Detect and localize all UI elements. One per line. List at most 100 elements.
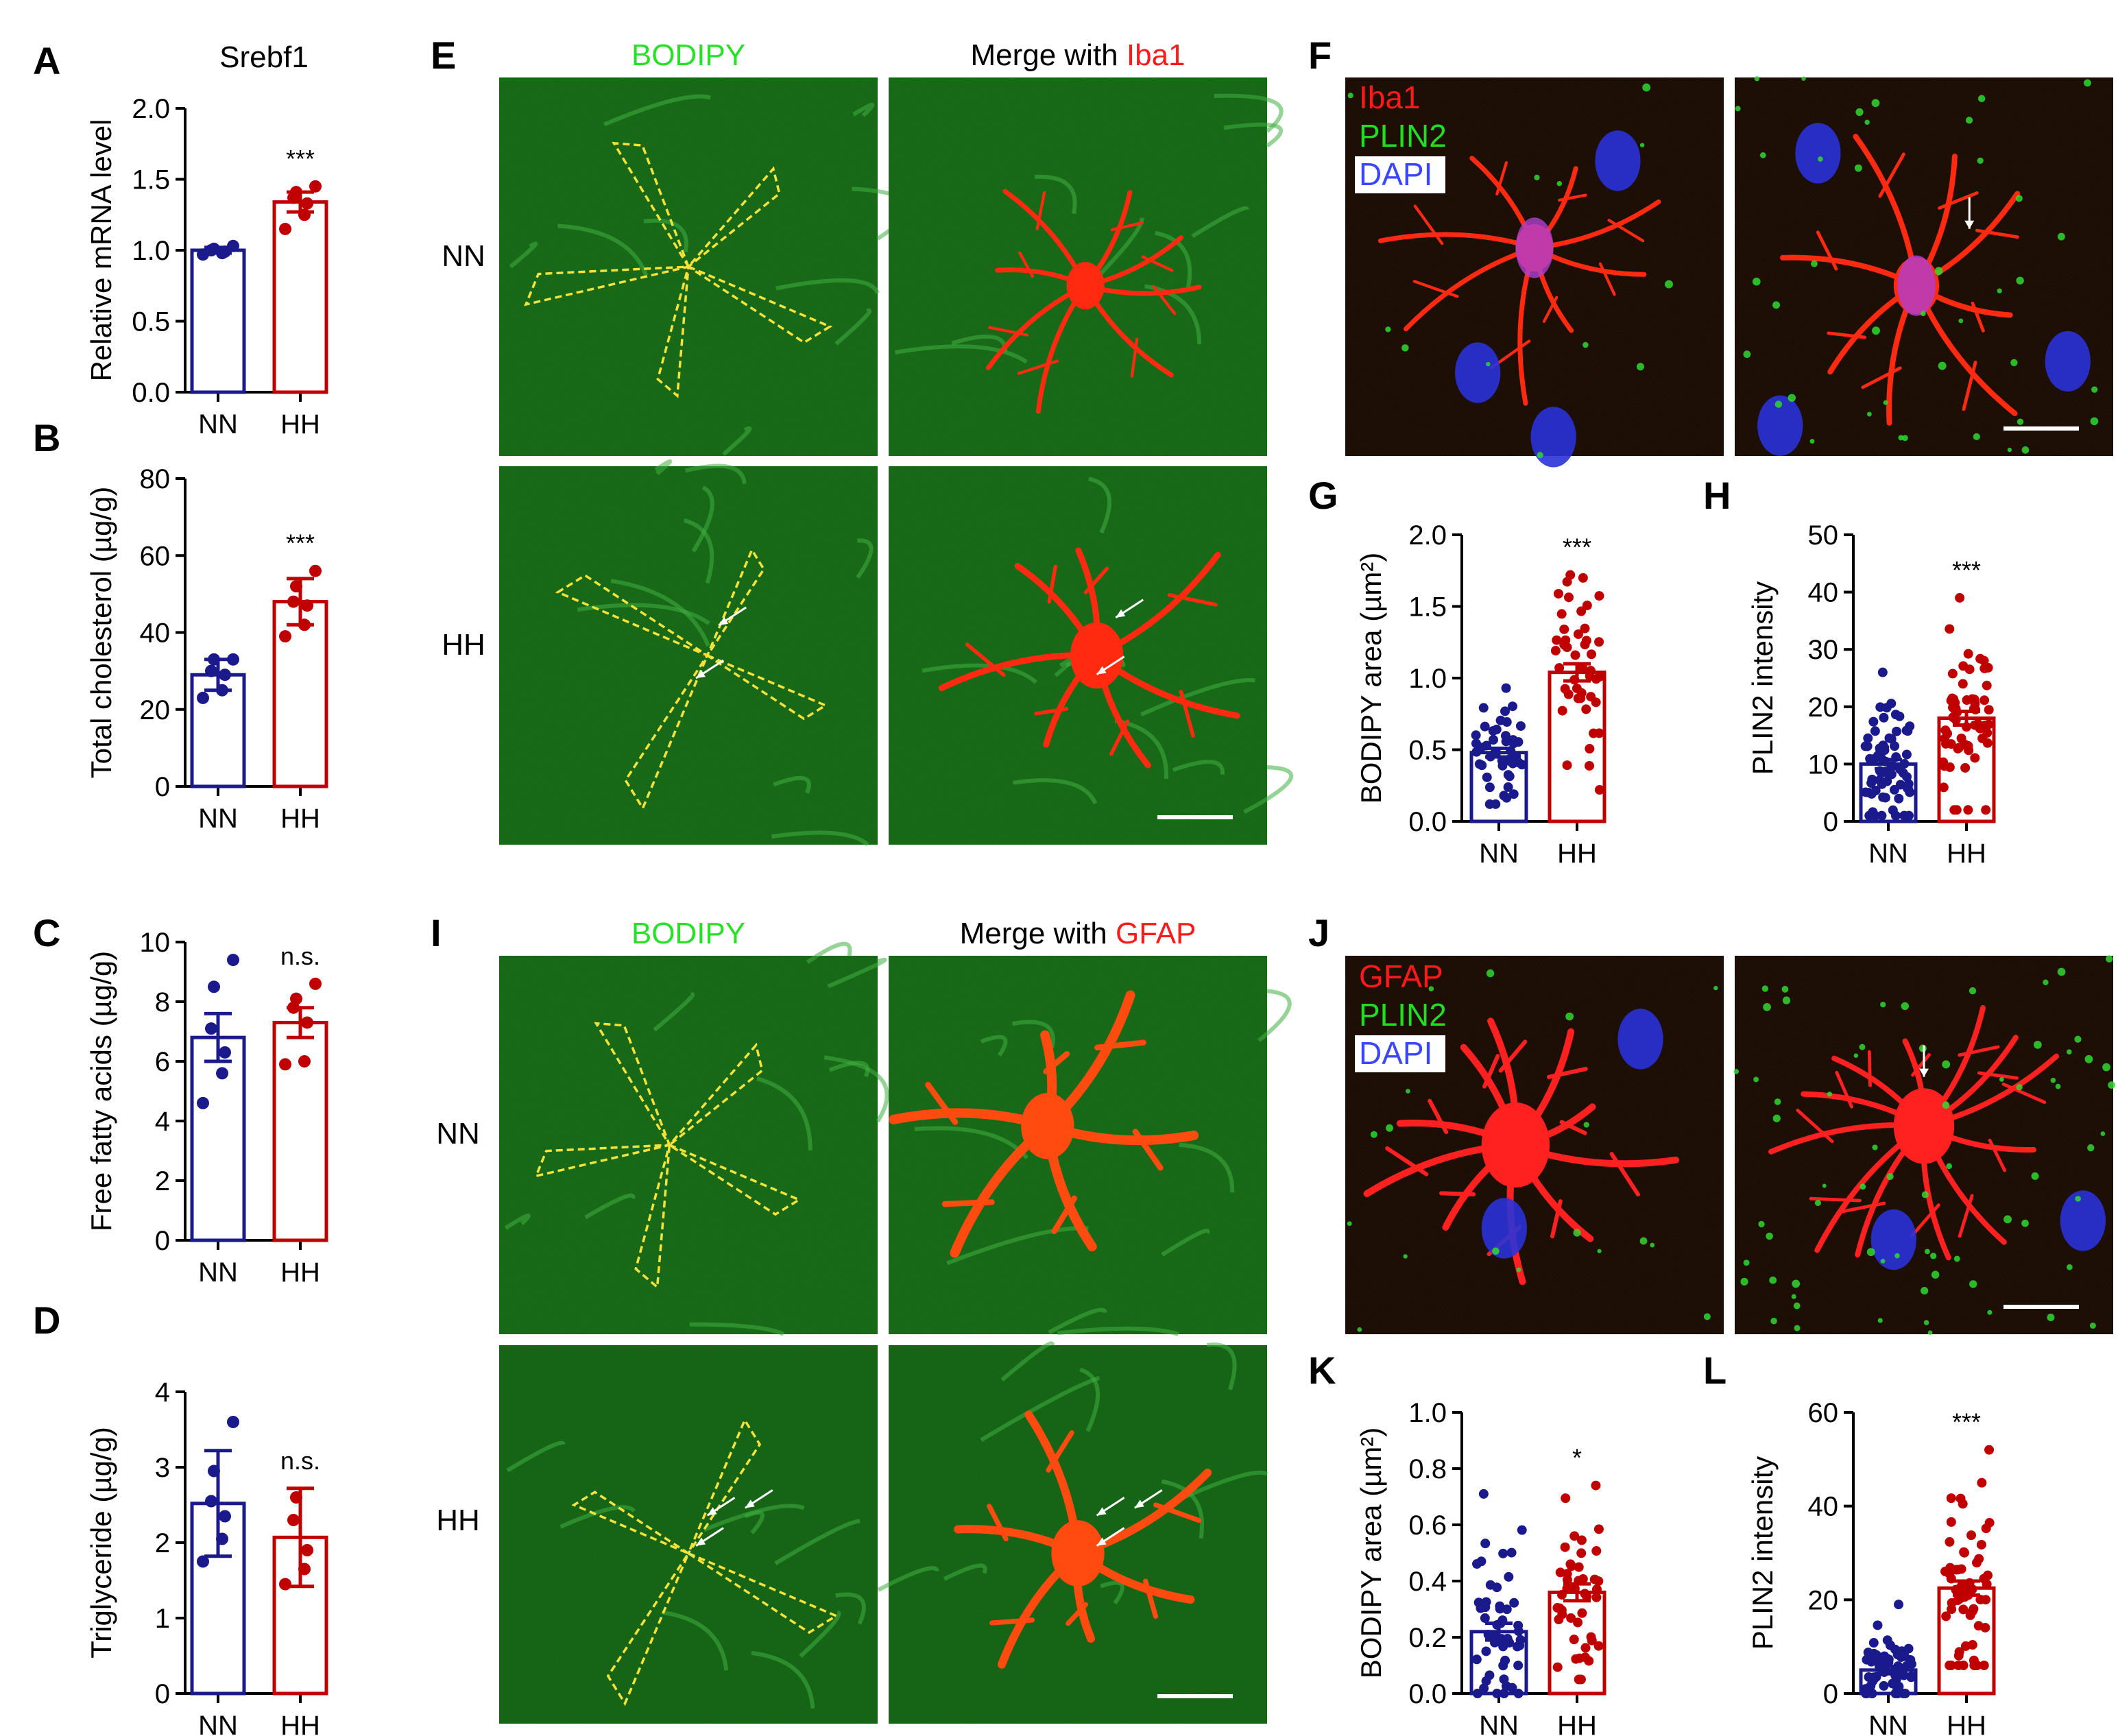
- data-point: [1946, 1517, 1956, 1527]
- panel-E-col-title-1: BODIPY: [631, 38, 745, 72]
- y-tick-label: 2.0: [1408, 520, 1447, 551]
- tissue-fibre: [756, 1076, 813, 1151]
- significance-label: ***: [1563, 533, 1591, 562]
- data-point: [1495, 1601, 1505, 1611]
- tissue-fibre: [703, 1504, 805, 1532]
- data-point: [205, 1022, 217, 1035]
- tissue-fibre: [835, 1592, 866, 1625]
- data-point: [1480, 721, 1490, 732]
- dapi-nucleus: [1617, 1009, 1663, 1070]
- tissue-fibre: [1161, 1229, 1210, 1257]
- plin2-puncta: [1987, 1310, 1993, 1315]
- y-tick-label: 1: [155, 1604, 170, 1634]
- cell-branch: [1607, 219, 1645, 243]
- cell-branch: [1047, 564, 1058, 604]
- panel-J-legend-plin2: PLIN2: [1359, 997, 1447, 1033]
- y-tick-label: 0.5: [132, 307, 170, 337]
- plin2-puncta: [2091, 386, 2098, 393]
- plin2-puncta: [1942, 1101, 1950, 1109]
- plin2-puncta: [1347, 93, 1353, 99]
- data-point: [1499, 791, 1509, 801]
- plin2-puncta: [1794, 1325, 1801, 1331]
- chart-K: 0.0 0.2 0.4 0.6 0.8 1.0 BODIPY area (µm²) NN HH *: [1355, 1398, 1606, 1736]
- significance-label: ***: [286, 145, 315, 173]
- data-point: [1585, 666, 1596, 676]
- data-point: [1892, 726, 1902, 736]
- plin2-puncta: [1664, 280, 1673, 289]
- cell-branch: [1141, 255, 1174, 272]
- data-point: [197, 1555, 209, 1568]
- dapi-nucleus: [1595, 130, 1641, 191]
- data-point: [227, 653, 239, 666]
- y-tick-label: 20: [1808, 692, 1839, 723]
- tissue-fibre: [689, 1322, 784, 1336]
- tissue-fibre: [1172, 760, 1225, 775]
- plin2-puncta: [1855, 108, 1864, 117]
- y-tick-label: 30: [1808, 635, 1839, 665]
- cell-branch: [1094, 1039, 1146, 1051]
- dapi-legend-box: [1355, 156, 1445, 193]
- tissue-fibre: [799, 1610, 841, 1658]
- data-point: [1553, 588, 1563, 599]
- plin2-puncta: [2108, 1081, 2115, 1089]
- data-point: [1877, 810, 1887, 821]
- tissue-fibre: [828, 1061, 870, 1078]
- data-point: [1981, 1523, 1991, 1534]
- data-point: [1591, 1546, 1602, 1556]
- y-tick-label: 1.5: [1408, 592, 1447, 623]
- cell-branch: [1938, 191, 1979, 210]
- panel-letter-g: G: [1308, 474, 1338, 517]
- plin2-puncta: [1573, 1229, 1581, 1237]
- tissue-fibre: [1214, 93, 1284, 133]
- data-point: [1580, 1643, 1591, 1653]
- data-point: [1581, 704, 1591, 714]
- cell-body: [1481, 1102, 1550, 1188]
- plin2-puncta: [1347, 1221, 1352, 1227]
- data-point: [1573, 1617, 1583, 1628]
- data-point: [1863, 1648, 1873, 1658]
- data-point: [1594, 637, 1604, 647]
- plin2-puncta: [1428, 986, 1434, 992]
- data-point: [1969, 1604, 1979, 1614]
- tissue-fibre: [577, 603, 710, 625]
- data-point: [1477, 760, 1487, 771]
- y-tick-label: 0.2: [1408, 1623, 1447, 1653]
- panel-J-legend-dapi: DAPI: [1359, 1035, 1432, 1071]
- data-point: [1976, 1539, 1986, 1550]
- data-point: [1972, 1661, 1982, 1670]
- cell-branch: [1827, 331, 1866, 339]
- data-point: [1507, 1683, 1517, 1693]
- data-point: [1572, 684, 1582, 694]
- arrow-head: [1116, 609, 1126, 618]
- data-point: [1513, 758, 1524, 768]
- data-point: [1488, 735, 1498, 745]
- plin2-puncta: [2050, 1077, 2056, 1083]
- bar: [190, 248, 246, 394]
- cell-branch: [1809, 1196, 1862, 1203]
- y-tick-label: 2: [155, 1528, 170, 1558]
- y-tick-label: 2.0: [132, 94, 170, 124]
- data-point: [1513, 1626, 1524, 1637]
- plin2-puncta: [1886, 1172, 1894, 1181]
- cell-branch: [1598, 262, 1616, 296]
- cell-branch: [1034, 707, 1069, 716]
- dapi-nucleus: [1795, 123, 1841, 184]
- tissue-fibre: [584, 1193, 636, 1220]
- data-point: [1873, 1654, 1883, 1664]
- data-point: [1894, 1600, 1904, 1610]
- data-point: [1594, 785, 1604, 795]
- data-point: [197, 691, 209, 704]
- plin2-puncta: [1920, 311, 1926, 317]
- data-point: [1570, 650, 1580, 660]
- cell-branch: [1143, 1578, 1159, 1619]
- data-point: [279, 1058, 291, 1071]
- cell-branch: [987, 1504, 1009, 1542]
- data-point: [1960, 762, 1971, 773]
- tissue-fibre: [722, 426, 752, 457]
- tissue-fibre: [943, 1563, 987, 1581]
- cell-branch: [1482, 1054, 1500, 1089]
- data-point: [1585, 744, 1595, 754]
- plin2-puncta: [1406, 1089, 1410, 1094]
- tissue-fibre: [775, 278, 880, 294]
- panel-E-col-title-2: Merge with Iba1: [970, 38, 1185, 72]
